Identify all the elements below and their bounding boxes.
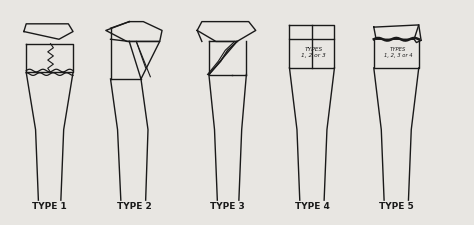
Text: TYPE 2: TYPE 2 xyxy=(117,201,151,210)
Text: TYPE 5: TYPE 5 xyxy=(379,201,414,210)
Text: TYPE 1: TYPE 1 xyxy=(32,201,67,210)
Text: TYPES
1, 2 or 3: TYPES 1, 2 or 3 xyxy=(301,47,326,58)
Text: TYPE 3: TYPE 3 xyxy=(210,201,245,210)
Text: TYPES
1, 2, 3 or 4: TYPES 1, 2, 3 or 4 xyxy=(384,47,412,58)
Text: TYPE 4: TYPE 4 xyxy=(294,201,329,210)
